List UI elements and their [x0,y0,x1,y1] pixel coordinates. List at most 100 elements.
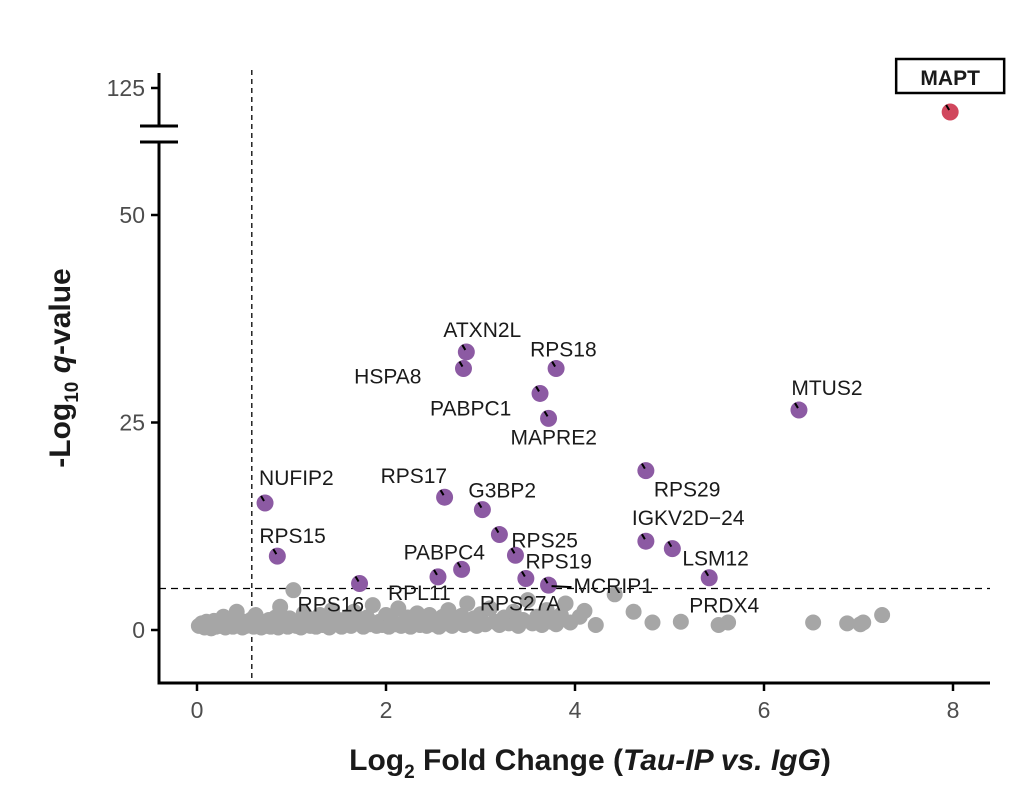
background-point [672,613,689,630]
point-pabpc1 [531,384,549,402]
label-box-mapt [894,57,1006,95]
leader-prdx4 [704,570,710,577]
point-rps17 [436,488,454,506]
point-rps19 [506,546,524,564]
background-point [805,614,822,631]
label-prdx4: PRDX4 [689,595,759,618]
point-igkv2d-24 [637,532,655,550]
background-point [285,582,302,599]
label-rps19: RPS19 [525,550,592,573]
point-pabpc4 [453,560,471,578]
background-point [587,617,604,634]
y-tick-label: 0 [132,617,145,643]
leader-igkv2d-24 [641,533,646,540]
point-mapre2 [540,409,558,427]
point-hspa8 [454,360,472,378]
point-lsm12 [663,540,681,558]
label-nufip2: NUFIP2 [259,467,334,490]
label-rps18: RPS18 [530,339,597,362]
leader-atxn2l [461,344,467,351]
background-point [481,600,498,617]
leader-rpl11 [433,569,438,576]
label-mapre2: MAPRE2 [511,426,597,449]
y-tick-label: 125 [107,75,145,101]
label-rps15: RPS15 [259,525,326,548]
label-mtus2: MTUS2 [791,377,862,400]
axes: 0 25 50 125 0 2 4 6 8 [107,73,990,723]
background-point [364,597,381,614]
label-lsm12: LSM12 [682,548,749,571]
leader-mapt [945,104,951,111]
x-tick-label: 8 [947,697,960,723]
significant-points [256,103,959,594]
leader-mcrip1 [543,577,549,584]
leader-hspa8 [458,361,464,368]
leader-g3bp2 [477,502,483,509]
background-point [644,614,661,631]
point-atxn2l [457,343,475,361]
background-points [190,582,891,637]
point-rps15 [268,547,286,565]
y-tick-label: 50 [119,202,145,228]
x-tick-label: 6 [758,697,771,723]
x-tick-label: 2 [380,697,393,723]
label-rpl11: RPL11 [388,582,451,605]
background-point [519,592,536,609]
point-rps29 [637,462,655,480]
background-point [606,586,623,603]
point-rps25 [490,526,508,544]
label-rps29: RPS29 [654,479,721,502]
x-tick-label: 4 [569,697,582,723]
leader-long-mcrip1 [551,585,572,589]
background-point [576,602,593,619]
point-mcrip1 [540,576,558,594]
leader-rps18 [551,361,556,368]
background-point [557,595,574,612]
background-point [459,595,476,612]
leader-rps27a [521,571,526,578]
label-rps25: RPS25 [511,530,578,553]
background-point [874,607,891,624]
x-tick-label: 0 [191,697,204,723]
point-rps27a [517,570,535,588]
background-point [272,598,289,615]
point-g3bp2 [473,501,491,519]
leader-nufip2 [260,495,265,502]
background-point [852,616,869,633]
leader-rps17 [439,489,445,496]
label-g3bp2: G3BP2 [468,480,536,503]
point-mtus2 [790,401,808,419]
background-point [720,614,737,631]
point-prdx4 [700,569,718,587]
leader-rps29 [641,463,646,470]
point-rpl11 [429,568,447,586]
label-mcrip1: MCRIP1 [574,575,653,598]
leader-rps15 [272,548,278,555]
label-mapt: MAPT [920,67,980,90]
leader-rps16 [354,576,360,583]
label-pabpc4: PABPC4 [404,541,486,564]
y-axis-title: -Log10 q-value [44,268,83,468]
leader-pabpc4 [456,561,462,568]
leader-pabpc1 [535,385,540,392]
label-hspa8: HSPA8 [354,366,421,389]
point-mapt [941,103,959,121]
axis-titles: Log2 Fold Change (Tau-IP vs. IgG) -Log10 … [44,268,831,783]
label-rps16: RPS16 [298,594,365,617]
background-point [625,603,642,620]
label-rps17: RPS17 [381,465,448,488]
leader-mtus2 [794,402,799,409]
label-igkv2d-24: IGKV2D−24 [632,507,745,530]
point-rps16 [351,575,369,593]
background-point [839,615,856,632]
point-nufip2 [256,494,274,512]
point-rps18 [547,360,565,378]
leader-rps25 [494,527,500,534]
leader-rps19 [510,547,516,554]
label-rps27a: RPS27A [480,593,561,616]
x-axis-title: Log2 Fold Change (Tau-IP vs. IgG) [349,744,831,783]
label-atxn2l: ATXN2L [443,319,521,342]
label-pabpc1: PABPC1 [430,397,511,420]
